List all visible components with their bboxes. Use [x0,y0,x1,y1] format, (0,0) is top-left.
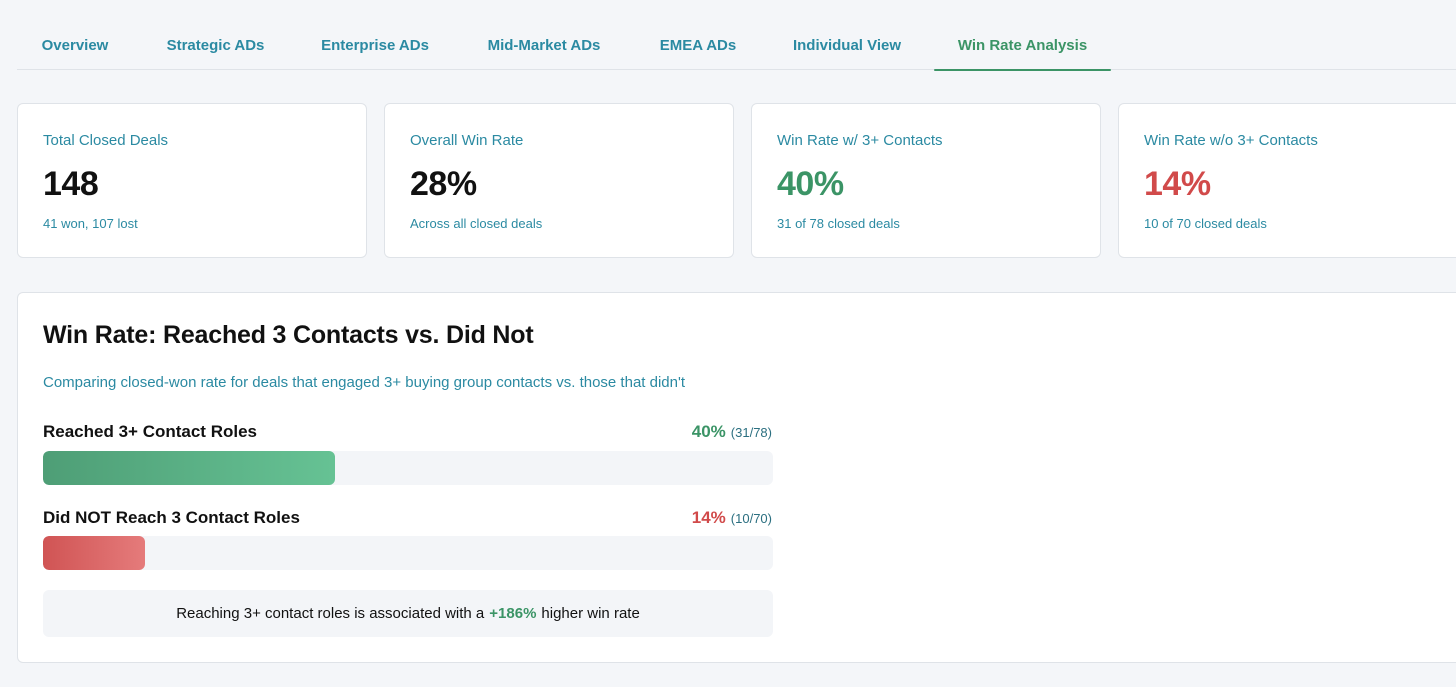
not-reached-progress-fill [43,536,146,570]
metric-card-win-rate-with-contacts: Win Rate w/ 3+ Contacts 40% 31 of 78 clo… [751,103,1101,258]
metric-value: 28% [410,165,477,203]
reached-progress-fill [43,451,335,485]
not-reached-row-stat: 14% (10/70) [692,508,772,528]
metric-label: Total Closed Deals [43,132,169,149]
tab-emea-ads[interactable]: EMEA ADs [659,36,737,54]
metric-card-total-closed-deals: Total Closed Deals 148 41 won, 107 lost [17,103,367,258]
reached-win-rate: 40% [691,422,726,441]
metric-label: Win Rate w/o 3+ Contacts [1144,132,1318,149]
reached-progress-track [43,451,773,485]
not-reached-fraction: (10/70) [730,511,772,526]
tab-bar: Overview Strategic ADs Enterprise ADs Mi… [17,0,1456,71]
tab-overview[interactable]: Overview [41,36,109,54]
insight-suffix: higher win rate [541,605,640,622]
panel-description: Comparing closed-won rate for deals that… [43,374,686,391]
tab-strategic-ads[interactable]: Strategic ADs [166,36,265,54]
metric-card-win-rate-without-contacts: Win Rate w/o 3+ Contacts 14% 10 of 70 cl… [1118,103,1456,258]
not-reached-win-rate: 14% [691,508,726,527]
tab-mid-market-ads[interactable]: Mid-Market ADs [487,36,601,54]
tab-enterprise-ads[interactable]: Enterprise ADs [321,36,429,54]
insight-prefix: Reaching 3+ contact roles is associated … [176,605,485,622]
tab-individual-view[interactable]: Individual View [792,36,902,54]
metric-subtext: Across all closed deals [410,216,543,231]
panel-title: Win Rate: Reached 3 Contacts vs. Did Not [43,321,534,349]
metric-subtext: 31 of 78 closed deals [777,216,900,231]
metric-subtext: 10 of 70 closed deals [1144,216,1267,231]
tab-win-rate-analysis[interactable]: Win Rate Analysis [934,0,1111,71]
metric-value: 148 [43,165,99,203]
insight-highlight: +186% [489,605,537,622]
metric-subtext: 41 won, 107 lost [43,216,138,231]
reached-row-label: Reached 3+ Contact Roles [43,422,257,441]
insight-callout: Reaching 3+ contact roles is associated … [43,590,773,637]
metric-card-overall-win-rate: Overall Win Rate 28% Across all closed d… [384,103,734,258]
not-reached-row-label: Did NOT Reach 3 Contact Roles [43,508,300,527]
not-reached-progress-track [43,536,773,570]
metric-label: Overall Win Rate [410,132,524,149]
reached-fraction: (31/78) [730,425,772,440]
win-rate-comparison-panel: Win Rate: Reached 3 Contacts vs. Did Not… [17,292,1456,663]
reached-row-stat: 40% (31/78) [692,422,772,442]
metric-value: 40% [777,165,844,203]
metric-label: Win Rate w/ 3+ Contacts [777,132,943,149]
metric-value: 14% [1144,165,1211,203]
